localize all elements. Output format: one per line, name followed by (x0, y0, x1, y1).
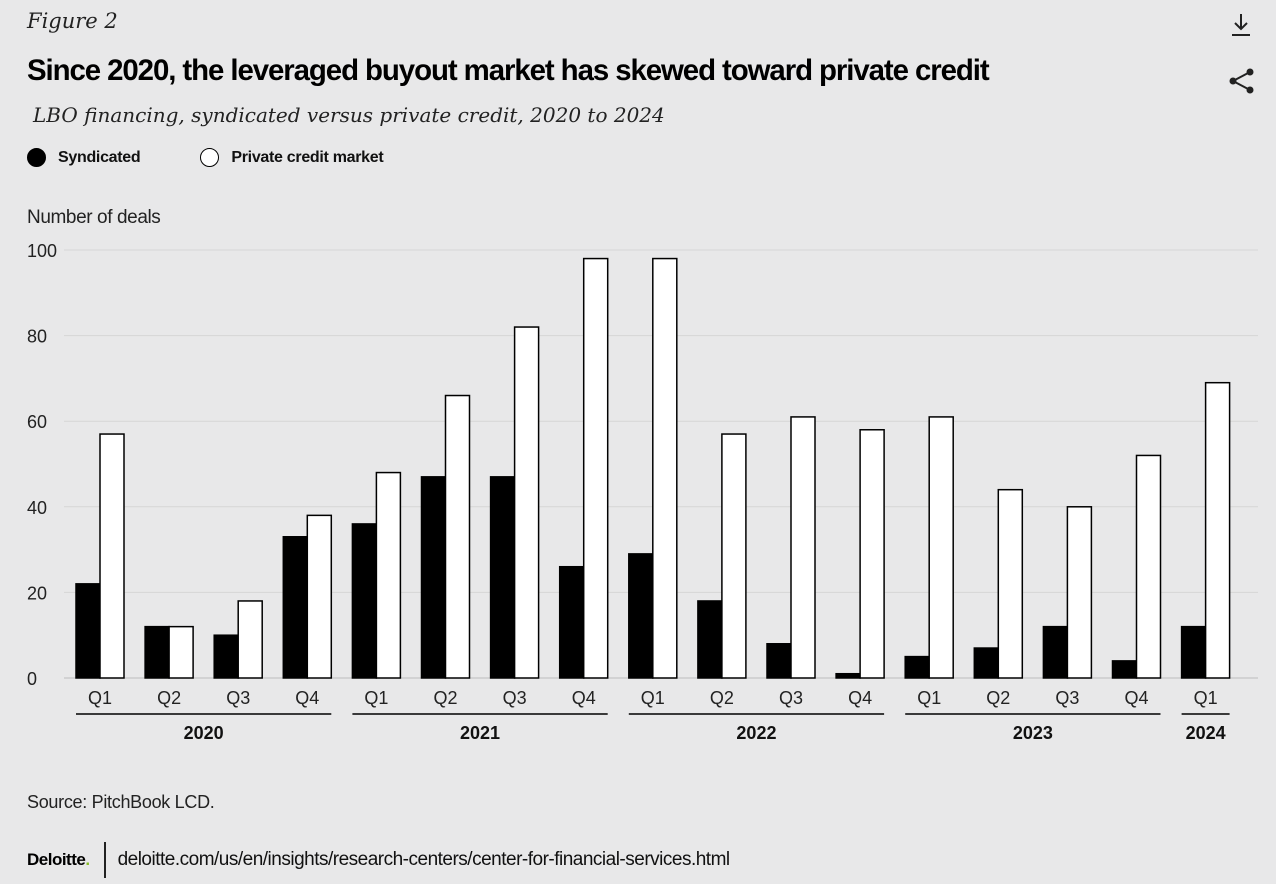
download-icon (1232, 14, 1250, 36)
bar-private-credit (99, 433, 125, 679)
bar-syndicated (144, 625, 170, 679)
bar-private-credit (375, 471, 402, 679)
bar-private-credit (444, 394, 471, 679)
bar-private-credit (513, 326, 540, 679)
y-tick-label: 60 (27, 412, 47, 432)
footer-divider (103, 842, 106, 878)
x-group-label: 2021 (460, 723, 500, 743)
bar-syndicated (558, 565, 585, 679)
bar-syndicated (351, 523, 378, 679)
deloitte-logo: Deloitte. (27, 850, 90, 870)
x-tick-label: Q4 (848, 688, 872, 708)
bar-private-credit (237, 600, 263, 679)
bar-private-credit (859, 429, 885, 679)
bar-private-credit (1066, 506, 1093, 679)
legend-item-syndicated: Syndicated (27, 148, 141, 167)
x-tick-label: Q1 (641, 688, 665, 708)
source-note: Source: PitchBook LCD. (27, 792, 215, 812)
bar-private-credit (997, 488, 1024, 679)
footer: Deloitte. deloitte.com/us/en/insights/re… (27, 842, 730, 878)
bar-private-credit (721, 433, 747, 679)
bar-syndicated (1111, 660, 1138, 679)
x-group-label: 2020 (184, 723, 224, 743)
x-tick-label: Q3 (779, 688, 803, 708)
chart-subtitle: LBO financing, syndicated versus private… (33, 103, 665, 127)
x-group-label: 2022 (736, 723, 776, 743)
bar-syndicated (973, 647, 1000, 679)
bar-syndicated (282, 536, 309, 679)
bar-private-credit (168, 625, 194, 679)
bar-syndicated (628, 553, 654, 679)
legend-item-private-credit: Private credit market (200, 148, 384, 167)
share-icon (1229, 68, 1254, 94)
x-tick-label: Q4 (572, 688, 596, 708)
download-button[interactable] (1226, 10, 1256, 40)
x-tick-label: Q1 (1194, 688, 1218, 708)
x-tick-label: Q3 (226, 688, 250, 708)
bar-chart: 0 20 40 60 80 100 Q1 Q2 Q3 Q4 Q1 Q2 Q3 Q4 Q1 Q2 Q3 Q4 Q1 Q2… (27, 241, 1258, 743)
legend-swatch-syndicated (27, 148, 46, 167)
x-group-label: 2024 (1186, 723, 1226, 743)
legend: Syndicated Private credit market (27, 148, 443, 167)
x-tick-label: Q3 (503, 688, 527, 708)
x-tick-label: Q3 (1055, 688, 1079, 708)
bar-syndicated (766, 643, 792, 679)
bar-private-credit (1204, 381, 1231, 679)
footer-url-link[interactable]: deloitte.com/us/en/insights/research-cen… (117, 849, 731, 870)
x-tick-label: Q4 (295, 688, 319, 708)
share-button[interactable] (1226, 66, 1256, 96)
y-axis-label: Number of deals (27, 207, 161, 228)
x-tick-label: Q1 (88, 688, 112, 708)
x-tick-label: Q2 (710, 688, 734, 708)
legend-swatch-private-credit (200, 148, 220, 167)
y-tick-label: 0 (27, 669, 37, 689)
x-tick-label: Q2 (433, 688, 457, 708)
bar-syndicated (835, 672, 861, 679)
bar-syndicated (1180, 625, 1207, 679)
bar-syndicated (697, 600, 723, 679)
bar-private-credit (652, 257, 678, 679)
legend-label-syndicated: Syndicated (58, 148, 141, 166)
x-group-label: 2023 (1013, 723, 1053, 743)
bar-private-credit (1135, 454, 1162, 679)
bar-private-credit (306, 514, 333, 679)
bar-private-credit (790, 416, 816, 679)
x-tick-label: Q2 (986, 688, 1010, 708)
bar-syndicated (213, 634, 239, 679)
x-tick-label: Q1 (917, 688, 941, 708)
bar-syndicated (75, 583, 101, 679)
x-tick-label: Q2 (157, 688, 181, 708)
bar-syndicated (420, 476, 447, 679)
bar-private-credit (928, 416, 954, 679)
y-tick-label: 80 (27, 327, 47, 347)
chart-title: Since 2020, the leveraged buyout market … (27, 54, 990, 87)
logo-text: Deloitte (27, 850, 86, 869)
x-tick-label: Q4 (1124, 688, 1148, 708)
bar-syndicated (489, 476, 516, 679)
legend-label-private-credit: Private credit market (231, 148, 384, 166)
y-tick-label: 100 (27, 241, 57, 261)
bar-private-credit (582, 257, 609, 679)
x-tick-label: Q1 (364, 688, 388, 708)
bar-syndicated (904, 655, 930, 679)
y-tick-label: 40 (27, 498, 47, 518)
figure-label: Figure 2 (27, 9, 118, 33)
y-tick-label: 20 (27, 583, 47, 603)
logo-dot: . (85, 850, 90, 869)
bar-syndicated (1042, 625, 1069, 679)
